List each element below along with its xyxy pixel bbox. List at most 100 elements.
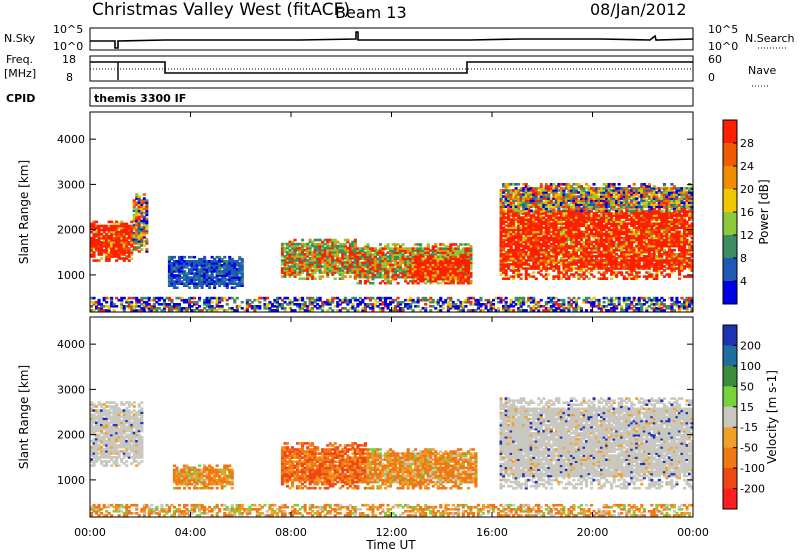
- power-cell: [386, 261, 390, 265]
- power-cell: [622, 240, 626, 244]
- power-cell: [590, 253, 594, 256]
- power-cell: [574, 248, 578, 252]
- power-cell: [429, 269, 433, 273]
- power-cell: [562, 191, 566, 194]
- power-cell: [645, 228, 649, 232]
- power-cell: [341, 250, 345, 254]
- power-cell: [371, 271, 375, 275]
- power-cell: [132, 219, 136, 223]
- power-cell: [499, 269, 503, 272]
- power-cell: [120, 247, 124, 250]
- power-cell: [557, 220, 561, 223]
- power-cell: [469, 263, 473, 267]
- power-cell: [145, 227, 149, 231]
- power-cell: [534, 232, 538, 236]
- power-cell: [587, 218, 591, 221]
- power-cell: [569, 273, 573, 276]
- power-cell: [652, 238, 656, 242]
- power-cell: [655, 248, 659, 252]
- power-cell: [572, 232, 576, 236]
- power-cell: [590, 259, 594, 262]
- power-cell: [587, 244, 591, 248]
- power-cell: [587, 234, 591, 238]
- power-cell: [371, 261, 375, 265]
- power-cell: [660, 253, 664, 256]
- power-cell: [514, 191, 518, 194]
- power-cell: [338, 261, 342, 264]
- power-cell: [572, 240, 576, 244]
- power-cell: [625, 224, 629, 227]
- power-cell: [577, 228, 581, 232]
- power-cell: [549, 263, 553, 266]
- power-cell: [215, 272, 219, 275]
- power-cell: [233, 280, 237, 283]
- power-cell: [401, 257, 405, 261]
- power-cell: [502, 203, 506, 206]
- power-cell: [517, 242, 521, 246]
- power-cell: [509, 224, 513, 227]
- power-cell: [670, 242, 674, 246]
- power-cell: [557, 267, 561, 270]
- power-cell: [391, 263, 395, 267]
- power-cell: [308, 265, 312, 268]
- power-cell: [630, 212, 634, 215]
- power-cell: [683, 255, 687, 258]
- power-cell: [579, 269, 583, 272]
- power-cell: [688, 261, 692, 264]
- power-cell: [135, 229, 139, 233]
- power-cell: [343, 248, 347, 252]
- power-cell: [409, 271, 413, 275]
- power-cell: [680, 216, 684, 219]
- power-cell: [539, 238, 543, 242]
- power-cell: [509, 246, 513, 250]
- power-cell: [592, 212, 596, 215]
- power-cell: [524, 242, 528, 246]
- power-cell: [517, 222, 521, 225]
- power-cell: [600, 212, 604, 215]
- power-cell: [441, 271, 445, 275]
- power-cell: [115, 238, 119, 242]
- power-cell: [313, 267, 317, 270]
- power-cell: [228, 282, 232, 285]
- power-cell: [240, 276, 244, 279]
- power-cell: [439, 253, 443, 256]
- power-cell: [286, 265, 290, 268]
- power-cell: [615, 230, 619, 234]
- power-cell: [665, 242, 669, 246]
- power-cell: [376, 259, 380, 263]
- power-cell: [630, 242, 634, 246]
- power-cell: [552, 277, 556, 280]
- power-cell: [539, 218, 543, 221]
- power-cell: [313, 248, 317, 252]
- power-cell: [529, 197, 533, 200]
- power-cell: [459, 273, 463, 277]
- freq-panel: Freq. [MHz] 18 8 60 0 Nave: [4, 53, 776, 87]
- power-cell: [574, 214, 578, 217]
- power-cell: [574, 263, 578, 266]
- power-cell: [444, 277, 448, 281]
- power-cell: [441, 261, 445, 265]
- power-cell: [426, 261, 430, 265]
- power-cell: [401, 253, 405, 256]
- power-cell: [655, 244, 659, 248]
- power-cell: [509, 191, 513, 194]
- power-cell: [632, 212, 636, 215]
- power-cell: [358, 247, 362, 250]
- power-cell: [665, 240, 669, 244]
- power-cell: [564, 187, 568, 190]
- power-cell: [683, 214, 687, 217]
- power-cell: [117, 234, 121, 238]
- power-cell: [301, 269, 305, 272]
- power-cell: [431, 257, 435, 261]
- power-cell: [685, 214, 689, 217]
- power-cell: [449, 247, 453, 250]
- power-cell: [590, 242, 594, 246]
- power-cell: [627, 261, 631, 264]
- power-cell: [559, 244, 563, 248]
- power-cell: [378, 249, 382, 252]
- power-cell: [587, 240, 591, 244]
- power-cell: [542, 250, 546, 254]
- power-cell: [552, 195, 556, 198]
- power-cell: [569, 208, 573, 211]
- power-cell: [356, 263, 360, 267]
